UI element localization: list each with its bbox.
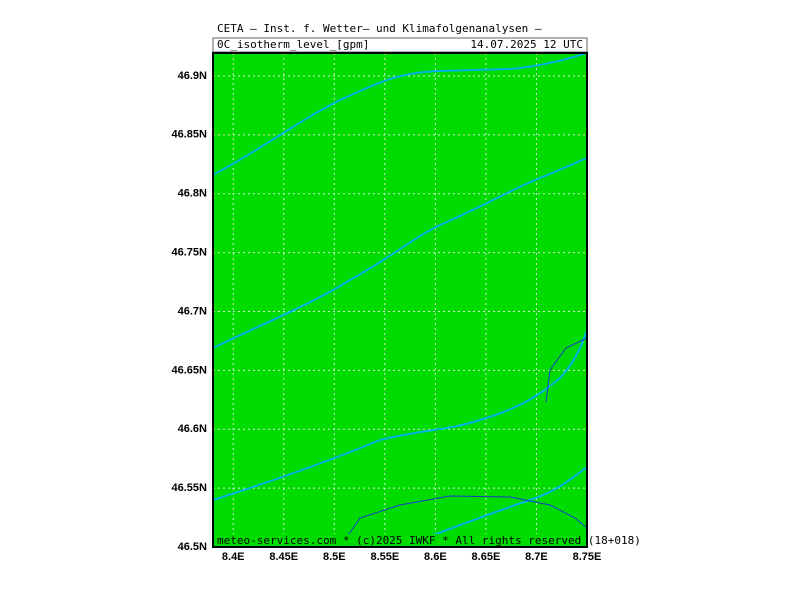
x-tick-label: 8.65E [472, 551, 501, 563]
valid-time: 14.07.2025 12 UTC [470, 38, 583, 51]
title: CETA — Inst. f. Wetter— und Klimafolgena… [217, 22, 542, 35]
contour [419, 466, 588, 541]
y-tick-label: 46.5N [178, 541, 207, 553]
map-frame [212, 52, 588, 548]
x-tick-label: 8.4E [222, 551, 245, 563]
contour [212, 52, 588, 176]
y-tick-label: 46.7N [178, 305, 207, 317]
isotherm-contours [212, 52, 588, 541]
border [545, 337, 588, 403]
parameter: 0C_isotherm_level_[gpm] [217, 38, 369, 51]
y-tick-label: 46.55N [172, 482, 208, 494]
footer-box [213, 534, 587, 547]
x-tick-label: 8.6E [424, 551, 447, 563]
footer: meteo-services.com * (c)2025 IWKF * All … [217, 534, 641, 547]
borders [339, 337, 588, 548]
contour [212, 157, 588, 349]
x-tick-label: 8.55E [370, 551, 399, 563]
y-tick-label: 46.6N [178, 423, 207, 435]
y-tick-label: 46.85N [172, 129, 208, 141]
y-tick-label: 46.65N [172, 364, 208, 376]
x-tick-label: 8.75E [573, 551, 602, 563]
x-tick-label: 8.7E [525, 551, 548, 563]
y-tick-label: 46.8N [178, 188, 207, 200]
x-tick-label: 8.45E [269, 551, 298, 563]
x-tick-label: 8.5E [323, 551, 346, 563]
y-tick-label: 46.75N [172, 247, 208, 259]
border [339, 495, 588, 548]
y-tick-label: 46.9N [178, 70, 207, 82]
map-area [213, 53, 587, 547]
contour [212, 329, 588, 501]
